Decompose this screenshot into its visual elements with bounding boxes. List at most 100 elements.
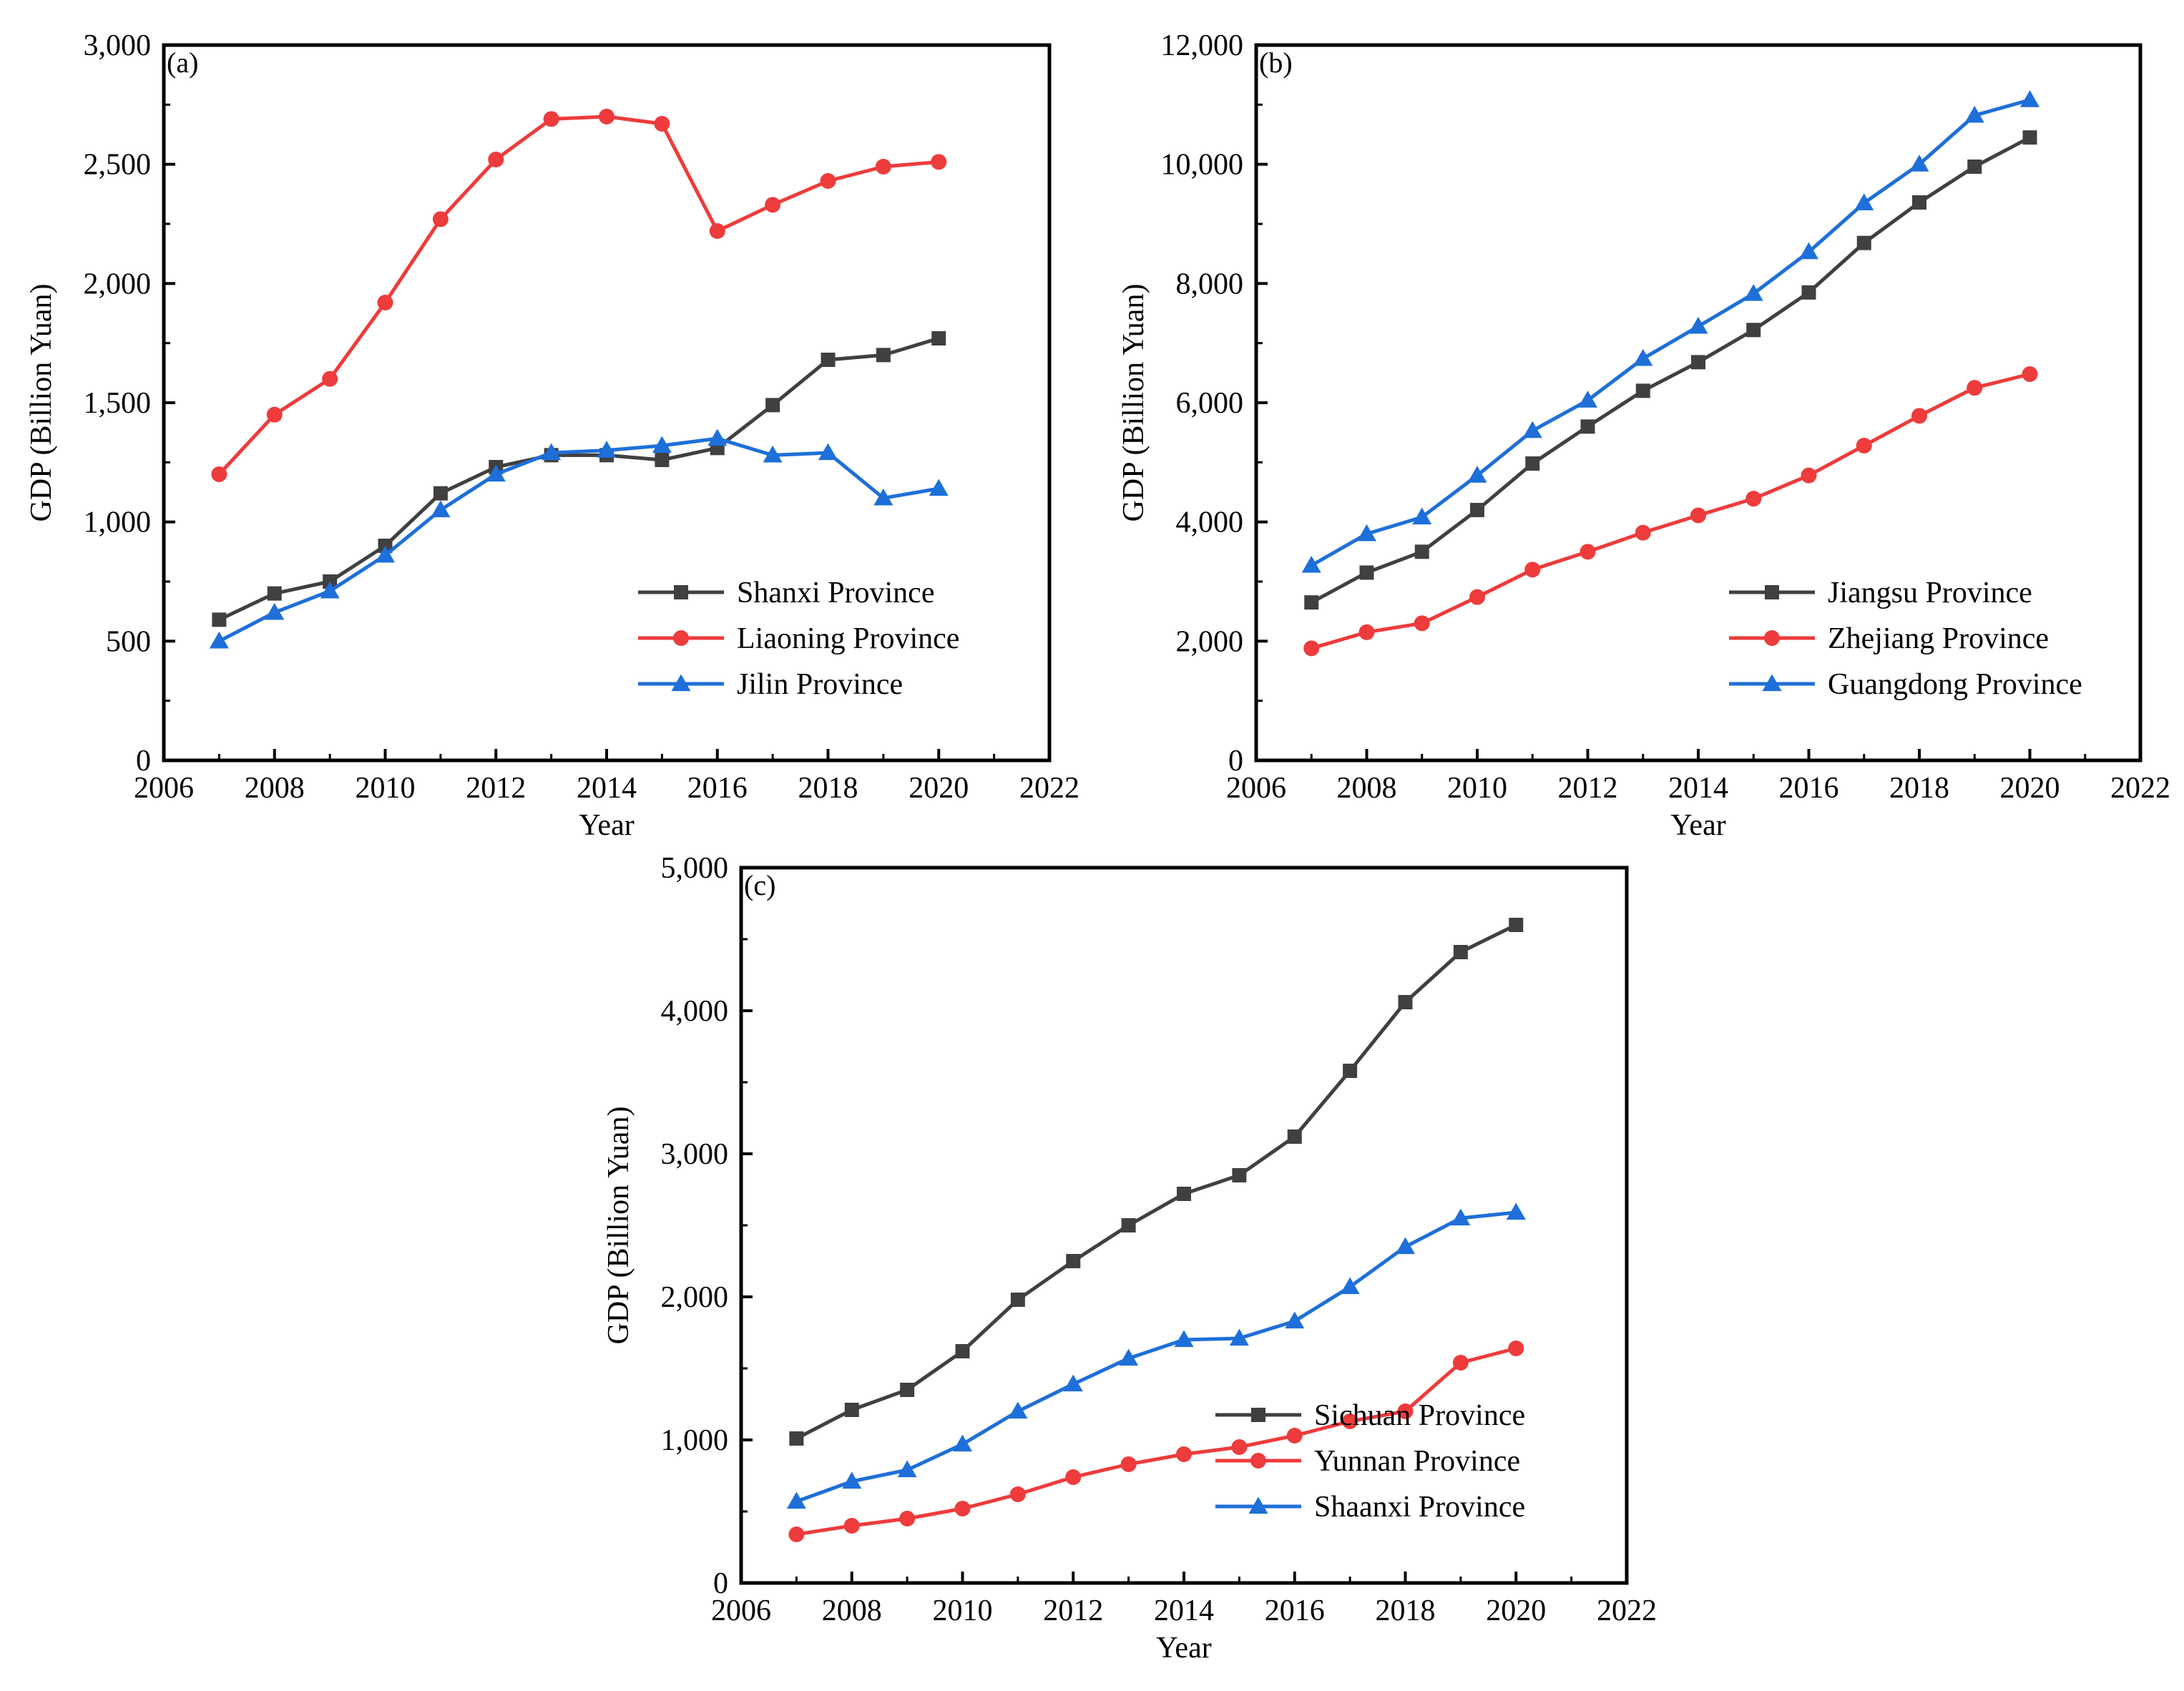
x-tick-label: 2018 <box>1376 1594 1436 1627</box>
legend-marker <box>1251 1408 1265 1422</box>
data-point <box>1691 355 1705 370</box>
x-axis-title: Year <box>1156 1632 1211 1665</box>
x-tick-label: 2012 <box>466 772 526 805</box>
data-point <box>1177 1187 1191 1201</box>
legend-marker <box>1250 1453 1266 1469</box>
data-point <box>844 1403 859 1417</box>
y-tick-label: 2,000 <box>84 268 152 300</box>
data-point <box>599 109 614 124</box>
x-tick-label: 2008 <box>1337 772 1397 805</box>
data-point <box>2020 90 2039 107</box>
series-jiangsu-province <box>1304 130 2037 610</box>
data-point <box>955 1344 970 1358</box>
data-point <box>1801 285 1816 300</box>
data-point <box>765 398 780 413</box>
data-point <box>1508 1340 1524 1356</box>
data-point <box>765 197 781 213</box>
data-point <box>709 223 725 239</box>
legend-label: Shanxi Province <box>737 577 934 609</box>
data-point <box>1009 1486 1026 1502</box>
data-point <box>1522 421 1542 438</box>
legend: Jiangsu Province Zhejiang Province Guangdo… <box>1729 577 2082 701</box>
series-line <box>1311 98 2031 567</box>
data-point <box>1229 1328 1249 1346</box>
legend-label: Liaoning Province <box>737 622 959 655</box>
data-point <box>876 348 891 363</box>
data-point <box>376 545 395 563</box>
series-line <box>218 336 939 622</box>
x-tick-label: 2014 <box>577 772 637 805</box>
x-tick-label: 2020 <box>909 772 969 805</box>
data-point <box>431 500 451 518</box>
x-tick-label: 2022 <box>1019 772 1079 805</box>
panel-tag: (a) <box>167 46 198 79</box>
y-tick-label: 4,000 <box>661 995 729 1028</box>
series-line <box>795 1346 1517 1536</box>
y-axis-title: GDP (Billion Yuan) <box>1117 284 1150 522</box>
legend-label: Shaanxi Province <box>1314 1491 1525 1524</box>
data-point <box>1287 1129 1302 1144</box>
x-tick-label: 2012 <box>1043 1594 1103 1627</box>
legend-label: Jiangsu Province <box>1828 577 2032 609</box>
data-point <box>1745 491 1762 507</box>
data-point <box>875 159 891 175</box>
data-point <box>1964 105 1984 123</box>
x-tick-label: 2006 <box>711 1594 771 1627</box>
data-point <box>488 152 504 167</box>
x-tick-label: 2022 <box>2110 772 2170 805</box>
y-tick-label: 3,000 <box>661 1138 729 1171</box>
panel-tag: (c) <box>744 869 775 901</box>
y-tick-label: 2,500 <box>84 149 152 182</box>
x-tick-label: 2010 <box>1447 772 1507 805</box>
data-point <box>377 295 393 310</box>
data-point <box>929 479 949 496</box>
data-point <box>1580 544 1596 560</box>
data-point <box>1303 640 1320 657</box>
x-tick-label: 2014 <box>1154 1594 1214 1627</box>
legend-label: Jilin Province <box>737 668 903 701</box>
y-tick-label: 2,000 <box>1176 625 1244 658</box>
data-point <box>1452 1355 1469 1371</box>
x-tick-label: 2014 <box>1668 772 1728 805</box>
data-point <box>1343 1064 1358 1078</box>
legend-label: Zhejiang Province <box>1828 622 2049 655</box>
x-tick-label: 2012 <box>1558 772 1618 805</box>
series-line <box>1311 135 2031 604</box>
data-point <box>1232 1168 1247 1182</box>
data-point <box>1467 466 1487 483</box>
x-tick-label: 2006 <box>1226 772 1286 805</box>
data-point <box>322 371 338 387</box>
data-point <box>1398 995 1413 1009</box>
data-point <box>1967 160 1982 174</box>
data-point <box>1688 316 1708 334</box>
series-zhejiang-province <box>1303 366 2038 657</box>
x-tick-label: 2006 <box>134 772 194 805</box>
y-tick-label: 1,500 <box>84 387 152 420</box>
legend-label: Yunnan Province <box>1314 1445 1520 1478</box>
data-point <box>1635 524 1651 541</box>
legend-marker <box>674 585 688 599</box>
data-point <box>1412 507 1432 525</box>
data-point <box>1856 235 1871 250</box>
legend-marker <box>1762 674 1782 692</box>
data-point <box>1578 391 1597 408</box>
series-guangdong-province <box>1301 90 2039 573</box>
data-point <box>818 443 838 461</box>
data-point <box>1506 1202 1526 1220</box>
data-point <box>432 211 449 227</box>
data-point <box>1524 562 1541 578</box>
data-point <box>212 612 227 627</box>
x-tick-label: 2010 <box>933 1594 993 1627</box>
data-point <box>320 581 340 599</box>
data-point <box>1414 544 1429 559</box>
data-point <box>1967 380 1983 396</box>
x-axis-title: Year <box>579 809 634 842</box>
data-point <box>1580 419 1595 434</box>
series-line <box>218 436 939 643</box>
data-point <box>1357 524 1376 541</box>
x-tick-label: 2008 <box>245 772 305 805</box>
panel-tag: (b) <box>1259 46 1293 79</box>
y-tick-label: 6,000 <box>1176 387 1244 420</box>
data-point <box>2022 130 2037 145</box>
